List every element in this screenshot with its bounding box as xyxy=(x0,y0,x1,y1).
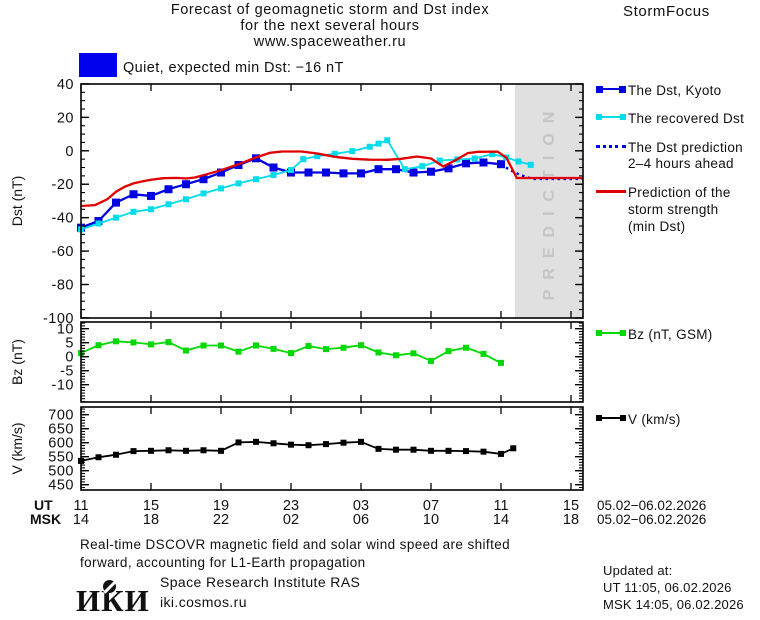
v-swatch-icon xyxy=(596,414,626,422)
ytick-label: 0 xyxy=(65,350,74,366)
axis-label-v: V (km/s) xyxy=(9,422,25,474)
bz-swatch-icon xyxy=(596,329,626,337)
legend-label: The Dst, Kyoto xyxy=(628,83,722,98)
axis-label-dst: Dst (nT) xyxy=(9,176,25,227)
x-axis-labels: UTMSK1114151819222302030607101114151805.… xyxy=(30,497,706,528)
ytick-label: 500 xyxy=(48,464,74,480)
updated-label: Updated at: xyxy=(603,563,673,578)
msk-row-label: MSK xyxy=(30,511,61,527)
ytick-label: -80 xyxy=(52,278,74,294)
iki-logo: ИКИ xyxy=(76,580,150,619)
xtick-msk: 10 xyxy=(423,512,439,528)
storm-prediction-swatch-icon xyxy=(596,188,626,196)
ytick-label: 700 xyxy=(48,408,74,424)
ytick-label: -5 xyxy=(60,364,74,380)
xtick-ut: 19 xyxy=(213,498,229,514)
ytick-label: -20 xyxy=(52,177,74,193)
ytick-label: 0 xyxy=(65,144,74,160)
updated-ut: UT 11:05, 06.02.2026 xyxy=(603,580,732,595)
ytick-label: -40 xyxy=(52,211,74,227)
legend-item-dst-kyoto: The Dst, Kyoto xyxy=(596,83,722,99)
xtick-ut: 15 xyxy=(563,498,579,514)
recovered-dst-swatch-icon xyxy=(596,113,626,121)
panel-dst: PREDICTION 40 20 0 -20 -40 -60 -80 -100 Dst (nT) xyxy=(9,77,584,327)
sputnik-icon xyxy=(103,580,116,593)
dst-prediction-swatch-icon xyxy=(596,145,626,148)
legend-item-v: V (km/s) xyxy=(596,412,681,428)
updated-block: Updated at: UT 11:05, 06.02.2026 MSK 14:… xyxy=(603,562,744,613)
xtick-msk: 06 xyxy=(353,512,369,528)
xtick-msk: 02 xyxy=(283,512,299,528)
ytick-label: 40 xyxy=(57,77,74,93)
date-range-ut: 05.02−06.02.2026 xyxy=(597,498,706,513)
series-prediction-of-the-storm-strength-min-dst- xyxy=(80,150,584,208)
series-the-recovered-dst xyxy=(78,137,534,233)
xtick-ut: 07 xyxy=(423,498,439,514)
ytick-label: 5 xyxy=(65,336,74,352)
series-bz-nt-gsm- xyxy=(78,338,504,366)
legend-label: Bz (nT, GSM) xyxy=(628,327,713,342)
footnote: Real-time DSCOVR magnetic field and sola… xyxy=(80,536,510,572)
xtick-msk: 22 xyxy=(213,512,229,528)
storm-level-swatch xyxy=(79,53,117,77)
xtick-ut: 23 xyxy=(283,498,299,514)
footnote-line-2: forward, accounting for L1-Earth propaga… xyxy=(80,555,366,570)
ut-row-label: UT xyxy=(34,497,53,513)
title-line-2: for the next several hours xyxy=(240,18,420,34)
legend-label: The recovered Dst xyxy=(628,111,745,126)
xtick-msk: 14 xyxy=(73,512,89,528)
xtick-ut: 11 xyxy=(73,498,88,514)
axis-label-bz: Bz (nT) xyxy=(9,339,25,385)
footnote-line-1: Real-time DSCOVR magnetic field and sola… xyxy=(80,537,511,552)
dst-kyoto-swatch-icon xyxy=(596,85,626,93)
legend-item-recovered-dst: The recovered Dst xyxy=(596,111,744,127)
legend-label: Prediction of the storm strength (min Ds… xyxy=(628,185,731,234)
xtick-msk: 14 xyxy=(493,512,509,528)
ytick-label: 550 xyxy=(48,450,74,466)
ytick-label: -100 xyxy=(43,311,74,327)
ytick-label: 450 xyxy=(48,478,74,494)
legend-item-dst-prediction: The Dst prediction 2–4 hours ahead xyxy=(596,140,743,172)
ytick-label: -10 xyxy=(52,378,74,394)
series-the-dst-prediction-2-4-hours-ahead xyxy=(500,163,584,181)
site-url: www.spaceweather.ru xyxy=(253,34,407,50)
prediction-watermark: PREDICTION xyxy=(541,102,558,301)
ytick-label: -60 xyxy=(52,244,74,260)
series-v-km-s- xyxy=(78,438,517,464)
ytick-label: 650 xyxy=(48,422,74,438)
institute-name: Space Research Institute RAS xyxy=(160,574,361,590)
legend-item-storm-prediction: Prediction of the storm strength (min Ds… xyxy=(596,184,731,235)
xtick-ut: 03 xyxy=(353,498,369,514)
date-range-msk: 05.02−06.02.2026 xyxy=(597,512,706,527)
legend-item-bz: Bz (nT, GSM) xyxy=(596,327,713,343)
institute-url: iki.cosmos.ru xyxy=(160,594,247,610)
updated-msk: MSK 14:05, 06.02.2026 xyxy=(603,597,744,612)
xtick-msk: 18 xyxy=(143,512,159,528)
ytick-label: 10 xyxy=(57,322,74,338)
xtick-ut: 11 xyxy=(493,498,508,514)
institute-block: Space Research Institute RAS iki.cosmos.… xyxy=(160,572,360,612)
legend-label: V (km/s) xyxy=(628,412,681,427)
title-line-1: Forecast of geomagnetic storm and Dst in… xyxy=(170,2,490,18)
xtick-msk: 18 xyxy=(563,512,579,528)
app-name: StormFocus xyxy=(623,3,710,20)
status-text: Quiet, expected min Dst: −16 nT xyxy=(123,60,344,76)
ytick-label: 20 xyxy=(57,110,74,126)
xtick-ut: 15 xyxy=(143,498,159,514)
ytick-label: 600 xyxy=(48,436,74,452)
chart-title: Forecast of geomagnetic storm and Dst in… xyxy=(90,2,570,50)
legend-label: The Dst prediction 2–4 hours ahead xyxy=(628,140,743,171)
